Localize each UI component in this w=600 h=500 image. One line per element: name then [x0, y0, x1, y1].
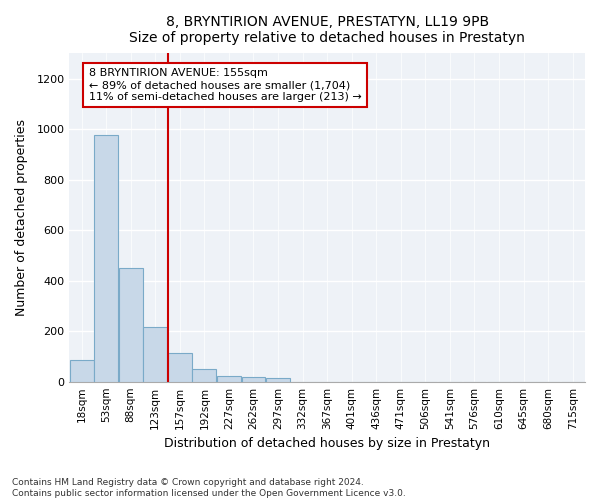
Text: Contains HM Land Registry data © Crown copyright and database right 2024.
Contai: Contains HM Land Registry data © Crown c…	[12, 478, 406, 498]
Bar	[217, 376, 241, 382]
X-axis label: Distribution of detached houses by size in Prestatyn: Distribution of detached houses by size …	[164, 437, 490, 450]
Title: 8, BRYNTIRION AVENUE, PRESTATYN, LL19 9PB
Size of property relative to detached : 8, BRYNTIRION AVENUE, PRESTATYN, LL19 9P…	[129, 15, 525, 45]
Bar	[242, 376, 265, 382]
Bar	[119, 268, 143, 382]
Bar	[193, 369, 216, 382]
Y-axis label: Number of detached properties: Number of detached properties	[15, 119, 28, 316]
Bar	[266, 378, 290, 382]
Bar	[70, 360, 94, 382]
Bar	[168, 352, 192, 382]
Text: 8 BRYNTIRION AVENUE: 155sqm
← 89% of detached houses are smaller (1,704)
11% of : 8 BRYNTIRION AVENUE: 155sqm ← 89% of det…	[89, 68, 362, 102]
Bar	[94, 136, 118, 382]
Bar	[143, 328, 167, 382]
